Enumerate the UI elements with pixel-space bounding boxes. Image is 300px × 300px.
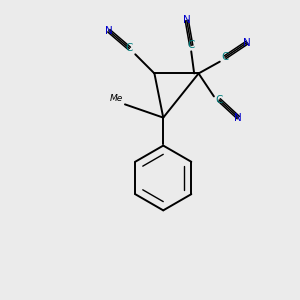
Text: C: C — [215, 95, 223, 105]
Text: N: N — [183, 15, 191, 26]
Text: C: C — [221, 52, 229, 62]
Text: C: C — [188, 40, 195, 50]
Text: N: N — [235, 112, 242, 123]
Text: N: N — [243, 38, 251, 47]
Text: C: C — [126, 44, 133, 53]
Text: Me: Me — [110, 94, 124, 103]
Text: N: N — [105, 26, 113, 36]
